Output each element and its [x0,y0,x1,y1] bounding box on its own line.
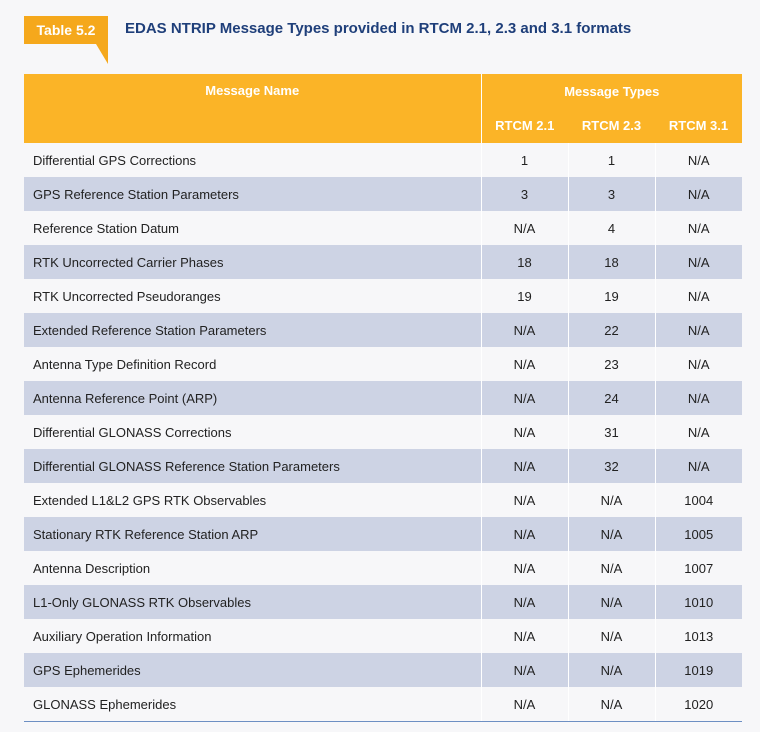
rtcm-3-1-cell: 1004 [655,483,743,517]
rtcm-3-1-cell: N/A [655,313,743,347]
message-name-cell: GLONASS Ephemerides [24,687,482,722]
table-row: Auxiliary Operation Information N/A N/A 101… [24,619,743,653]
message-name-cell: Reference Station Datum [24,211,482,245]
rtcm-2-1-cell: N/A [481,449,569,483]
message-name-cell: L1-Only GLONASS RTK Observables [24,585,482,619]
table-body: Differential GPS Corrections 1 1 N/A GPS Ref… [24,143,743,722]
rtcm-2-1-cell: 18 [481,245,569,279]
rtcm-2-1-cell: N/A [481,211,569,245]
message-types-table: Message Name Message Types RTCM 2.1 RTCM… [24,74,743,722]
table-header: Message Name Message Types RTCM 2.1 RTCM… [24,74,743,143]
table-row: GPS Ephemerides N/A N/A 1019 [24,653,743,687]
message-name-cell: Antenna Type Definition Record [24,347,482,381]
rtcm-2-1-cell: 1 [481,143,569,177]
rtcm-2-3-cell: 23 [568,347,656,381]
rtcm-2-3-cell: 31 [568,415,656,449]
column-header-rtcm-2-3: RTCM 2.3 [568,108,655,143]
column-header-rtcm-3-1: RTCM 3.1 [655,108,743,143]
table-row: Differential GPS Corrections 1 1 N/A [24,143,743,177]
table-row: Antenna Description N/A N/A 1007 [24,551,743,585]
message-name-cell: RTK Uncorrected Pseudoranges [24,279,482,313]
rtcm-2-1-cell: 3 [481,177,569,211]
rtcm-2-3-cell: 32 [568,449,656,483]
message-name-cell: GPS Ephemerides [24,653,482,687]
rtcm-2-3-cell: N/A [568,483,656,517]
rtcm-3-1-cell: 1019 [655,653,743,687]
rtcm-2-1-cell: N/A [481,585,569,619]
rtcm-2-3-cell: N/A [568,687,656,722]
table-row: Reference Station Datum N/A 4 N/A [24,211,743,245]
table-label-tag-tail [96,44,108,64]
rtcm-2-3-cell: N/A [568,585,656,619]
rtcm-2-3-cell: N/A [568,619,656,653]
column-header-message-name: Message Name [24,74,482,143]
table-row: Extended L1&L2 GPS RTK Observables N/A N/A… [24,483,743,517]
table-row: Differential GLONASS Reference Station P… [24,449,743,483]
rtcm-2-1-cell: N/A [481,381,569,415]
rtcm-2-1-cell: N/A [481,313,569,347]
table-label: Table 5.2 [36,22,96,38]
table-row: RTK Uncorrected Carrier Phases 18 18 N/A [24,245,743,279]
rtcm-3-1-cell: N/A [655,381,743,415]
rtcm-3-1-cell: N/A [655,449,743,483]
message-name-cell: Antenna Reference Point (ARP) [24,381,482,415]
message-name-cell: Extended L1&L2 GPS RTK Observables [24,483,482,517]
message-name-cell: Antenna Description [24,551,482,585]
table-row: Stationary RTK Reference Station ARP N/A N… [24,517,743,551]
rtcm-2-3-cell: N/A [568,517,656,551]
rtcm-2-1-cell: N/A [481,687,569,722]
rtcm-2-1-cell: N/A [481,517,569,551]
message-name-cell: Differential GLONASS Corrections [24,415,482,449]
table-title: EDAS NTRIP Message Types provided in RTC… [125,20,632,37]
rtcm-2-1-cell: N/A [481,415,569,449]
rtcm-2-3-cell: 4 [568,211,656,245]
table-row: GPS Reference Station Parameters 3 3 N/A [24,177,743,211]
rtcm-3-1-cell: N/A [655,143,743,177]
message-name-cell: Extended Reference Station Parameters [24,313,482,347]
table-row: Antenna Type Definition Record N/A 23 N/A [24,347,743,381]
table-row: Differential GLONASS Corrections N/A 31 N/A [24,415,743,449]
rtcm-3-1-cell: 1020 [655,687,743,722]
rtcm-3-1-cell: N/A [655,177,743,211]
rtcm-3-1-cell: 1007 [655,551,743,585]
rtcm-2-1-cell: N/A [481,619,569,653]
rtcm-3-1-cell: 1013 [655,619,743,653]
rtcm-3-1-cell: N/A [655,245,743,279]
table-label-tag: Table 5.2 [24,16,108,44]
table-row: L1-Only GLONASS RTK Observables N/A N/A 101… [24,585,743,619]
column-header-rtcm-2-1: RTCM 2.1 [481,108,568,143]
rtcm-3-1-cell: N/A [655,347,743,381]
message-name-cell: GPS Reference Station Parameters [24,177,482,211]
rtcm-2-3-cell: 19 [568,279,656,313]
rtcm-2-3-cell: 3 [568,177,656,211]
rtcm-2-1-cell: N/A [481,653,569,687]
rtcm-2-3-cell: 18 [568,245,656,279]
table-row: RTK Uncorrected Pseudoranges 19 19 N/A [24,279,743,313]
rtcm-2-1-cell: N/A [481,483,569,517]
message-name-cell: Stationary RTK Reference Station ARP [24,517,482,551]
rtcm-2-3-cell: N/A [568,551,656,585]
message-name-cell: Auxiliary Operation Information [24,619,482,653]
rtcm-2-3-cell: N/A [568,653,656,687]
rtcm-2-1-cell: 19 [481,279,569,313]
column-header-message-types: Message Types [481,74,743,109]
rtcm-2-3-cell: 24 [568,381,656,415]
table-row: GLONASS Ephemerides N/A N/A 1020 [24,687,743,722]
rtcm-2-1-cell: N/A [481,551,569,585]
table-row: Antenna Reference Point (ARP) N/A 24 N/A [24,381,743,415]
table-row: Extended Reference Station Parameters N/A… [24,313,743,347]
rtcm-3-1-cell: N/A [655,211,743,245]
message-name-cell: RTK Uncorrected Carrier Phases [24,245,482,279]
rtcm-2-3-cell: 22 [568,313,656,347]
rtcm-3-1-cell: N/A [655,279,743,313]
rtcm-2-1-cell: N/A [481,347,569,381]
message-name-cell: Differential GPS Corrections [24,143,482,177]
rtcm-3-1-cell: 1005 [655,517,743,551]
message-name-cell: Differential GLONASS Reference Station P… [24,449,482,483]
rtcm-2-3-cell: 1 [568,143,656,177]
rtcm-3-1-cell: N/A [655,415,743,449]
rtcm-3-1-cell: 1010 [655,585,743,619]
